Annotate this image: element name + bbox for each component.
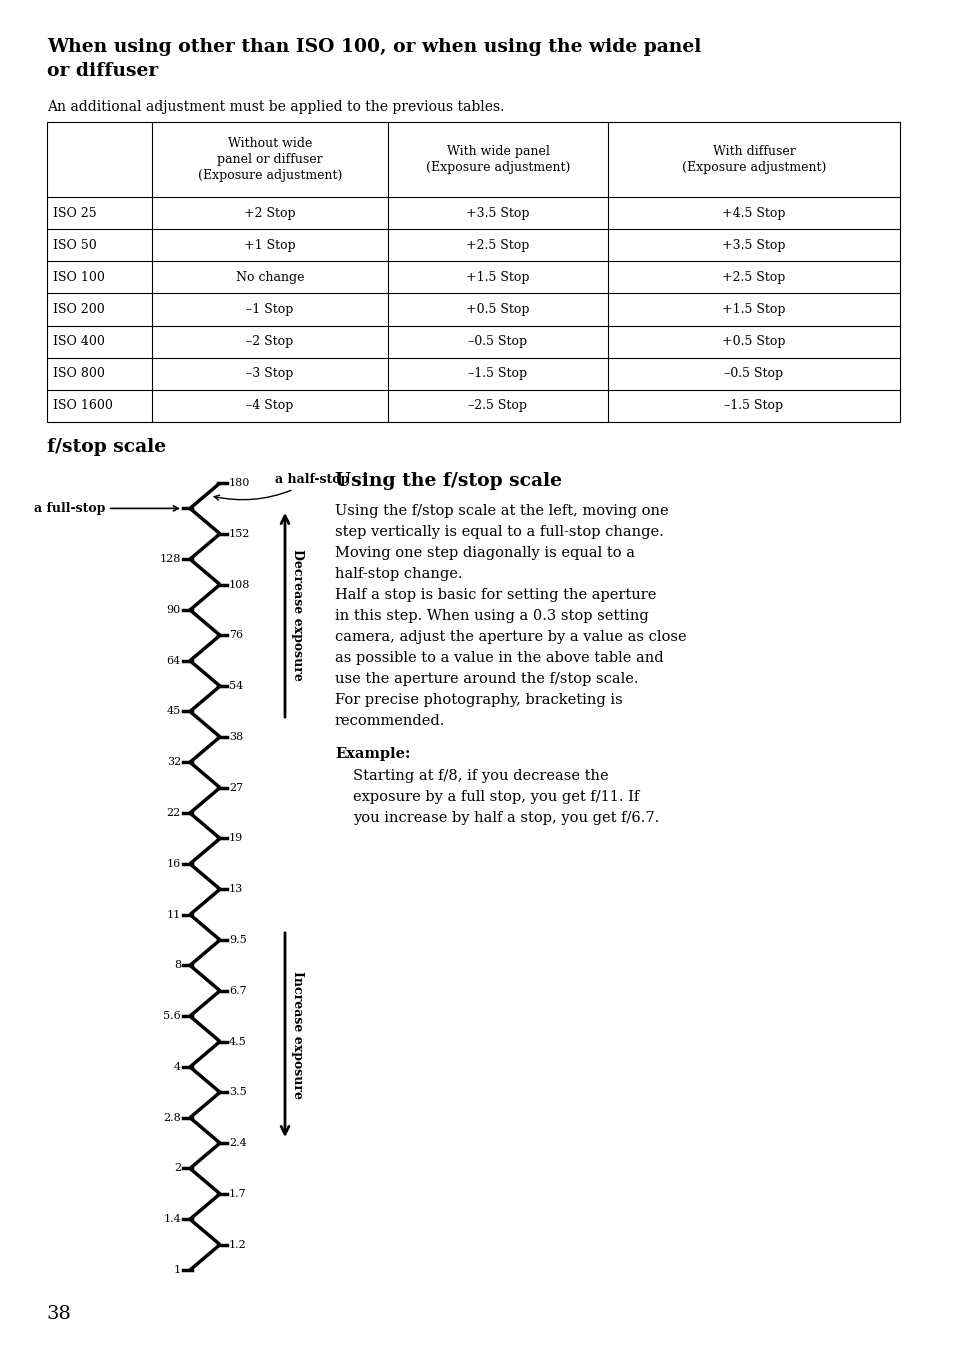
Text: 2.8: 2.8 <box>163 1112 181 1123</box>
Text: For precise photography, bracketing is: For precise photography, bracketing is <box>335 693 622 707</box>
Text: 16: 16 <box>167 859 181 869</box>
Text: Without wide
panel or diffuser
(Exposure adjustment): Without wide panel or diffuser (Exposure… <box>197 137 342 182</box>
Text: 64: 64 <box>167 656 181 666</box>
Text: +1.5 Stop: +1.5 Stop <box>721 303 785 316</box>
Bar <box>47 122 899 422</box>
Text: exposure by a full stop, you get f/11. If: exposure by a full stop, you get f/11. I… <box>353 790 639 804</box>
Text: +4.5 Stop: +4.5 Stop <box>721 207 785 219</box>
Text: +1 Stop: +1 Stop <box>244 238 295 252</box>
Text: –2 Stop: –2 Stop <box>246 335 294 348</box>
Text: 128: 128 <box>159 554 181 564</box>
Text: ISO 25: ISO 25 <box>53 207 96 219</box>
Text: 76: 76 <box>229 631 243 640</box>
Text: 27: 27 <box>229 783 243 792</box>
Text: recommended.: recommended. <box>335 714 445 728</box>
Text: 11: 11 <box>167 909 181 920</box>
Text: –2.5 Stop: –2.5 Stop <box>468 399 527 413</box>
Text: 108: 108 <box>229 580 250 589</box>
Text: Example:: Example: <box>335 746 410 761</box>
Text: +2.5 Stop: +2.5 Stop <box>466 238 529 252</box>
Text: f/stop scale: f/stop scale <box>47 438 166 456</box>
Text: 6.7: 6.7 <box>229 986 247 995</box>
Text: Using the f/stop scale at the left, moving one: Using the f/stop scale at the left, movi… <box>335 504 668 518</box>
Text: 1.4: 1.4 <box>163 1215 181 1224</box>
Text: you increase by half a stop, you get f/6.7.: you increase by half a stop, you get f/6… <box>353 811 659 824</box>
Text: With diffuser
(Exposure adjustment): With diffuser (Exposure adjustment) <box>681 145 825 174</box>
Text: 180: 180 <box>229 477 250 488</box>
Text: 1.2: 1.2 <box>229 1240 247 1250</box>
Text: Using the f/stop scale: Using the f/stop scale <box>335 472 561 490</box>
Text: ISO 50: ISO 50 <box>53 238 96 252</box>
Text: Increase exposure: Increase exposure <box>292 971 304 1099</box>
Text: in this step. When using a 0.3 stop setting: in this step. When using a 0.3 stop sett… <box>335 609 648 623</box>
Text: 1.7: 1.7 <box>229 1189 247 1198</box>
Text: a half-stop: a half-stop <box>214 473 349 500</box>
Text: When using other than ISO 100, or when using the wide panel: When using other than ISO 100, or when u… <box>47 38 700 56</box>
Text: +1.5 Stop: +1.5 Stop <box>466 270 529 284</box>
Text: 54: 54 <box>229 681 243 691</box>
Text: 4: 4 <box>173 1063 181 1072</box>
Text: half-stop change.: half-stop change. <box>335 568 462 581</box>
Text: a full-stop: a full-stop <box>33 502 178 515</box>
Text: Half a stop is basic for setting the aperture: Half a stop is basic for setting the ape… <box>335 588 656 603</box>
Text: 5.6: 5.6 <box>163 1011 181 1021</box>
Text: 90: 90 <box>167 605 181 615</box>
Text: +0.5 Stop: +0.5 Stop <box>466 303 529 316</box>
Text: –0.5 Stop: –0.5 Stop <box>723 367 782 381</box>
Text: 19: 19 <box>229 834 243 843</box>
Text: –1 Stop: –1 Stop <box>246 303 294 316</box>
Text: 152: 152 <box>229 529 250 539</box>
Text: ISO 100: ISO 100 <box>53 270 105 284</box>
Text: ISO 200: ISO 200 <box>53 303 105 316</box>
Text: –0.5 Stop: –0.5 Stop <box>468 335 527 348</box>
Text: +3.5 Stop: +3.5 Stop <box>721 238 785 252</box>
Text: 8: 8 <box>173 960 181 970</box>
Text: as possible to a value in the above table and: as possible to a value in the above tabl… <box>335 651 663 664</box>
Text: Moving one step diagonally is equal to a: Moving one step diagonally is equal to a <box>335 546 635 560</box>
Text: ISO 1600: ISO 1600 <box>53 399 112 413</box>
Text: camera, adjust the aperture by a value as close: camera, adjust the aperture by a value a… <box>335 629 686 644</box>
Text: Decrease exposure: Decrease exposure <box>292 549 304 681</box>
Text: 4.5: 4.5 <box>229 1037 247 1046</box>
Text: or diffuser: or diffuser <box>47 62 158 79</box>
Text: ISO 400: ISO 400 <box>53 335 105 348</box>
Text: +3.5 Stop: +3.5 Stop <box>466 207 529 219</box>
Text: 22: 22 <box>167 808 181 818</box>
Text: –4 Stop: –4 Stop <box>246 399 294 413</box>
Text: 38: 38 <box>47 1305 71 1323</box>
Text: 13: 13 <box>229 884 243 894</box>
Text: –1.5 Stop: –1.5 Stop <box>723 399 782 413</box>
Text: –1.5 Stop: –1.5 Stop <box>468 367 527 381</box>
Text: +2 Stop: +2 Stop <box>244 207 295 219</box>
Text: 2.4: 2.4 <box>229 1138 247 1149</box>
Text: 2: 2 <box>173 1163 181 1173</box>
Text: Starting at f/8, if you decrease the: Starting at f/8, if you decrease the <box>353 769 608 783</box>
Text: step vertically is equal to a full-stop change.: step vertically is equal to a full-stop … <box>335 525 663 539</box>
Text: +0.5 Stop: +0.5 Stop <box>721 335 785 348</box>
Text: use the aperture around the f/stop scale.: use the aperture around the f/stop scale… <box>335 672 638 686</box>
Text: 1: 1 <box>173 1266 181 1275</box>
Text: 38: 38 <box>229 732 243 742</box>
Text: An additional adjustment must be applied to the previous tables.: An additional adjustment must be applied… <box>47 100 504 114</box>
Text: No change: No change <box>235 270 304 284</box>
Text: 32: 32 <box>167 757 181 767</box>
Text: +2.5 Stop: +2.5 Stop <box>721 270 785 284</box>
Text: 45: 45 <box>167 706 181 717</box>
Text: ISO 800: ISO 800 <box>53 367 105 381</box>
Text: With wide panel
(Exposure adjustment): With wide panel (Exposure adjustment) <box>425 145 570 174</box>
Text: –3 Stop: –3 Stop <box>246 367 294 381</box>
Text: 3.5: 3.5 <box>229 1087 247 1098</box>
Text: 9.5: 9.5 <box>229 935 247 946</box>
